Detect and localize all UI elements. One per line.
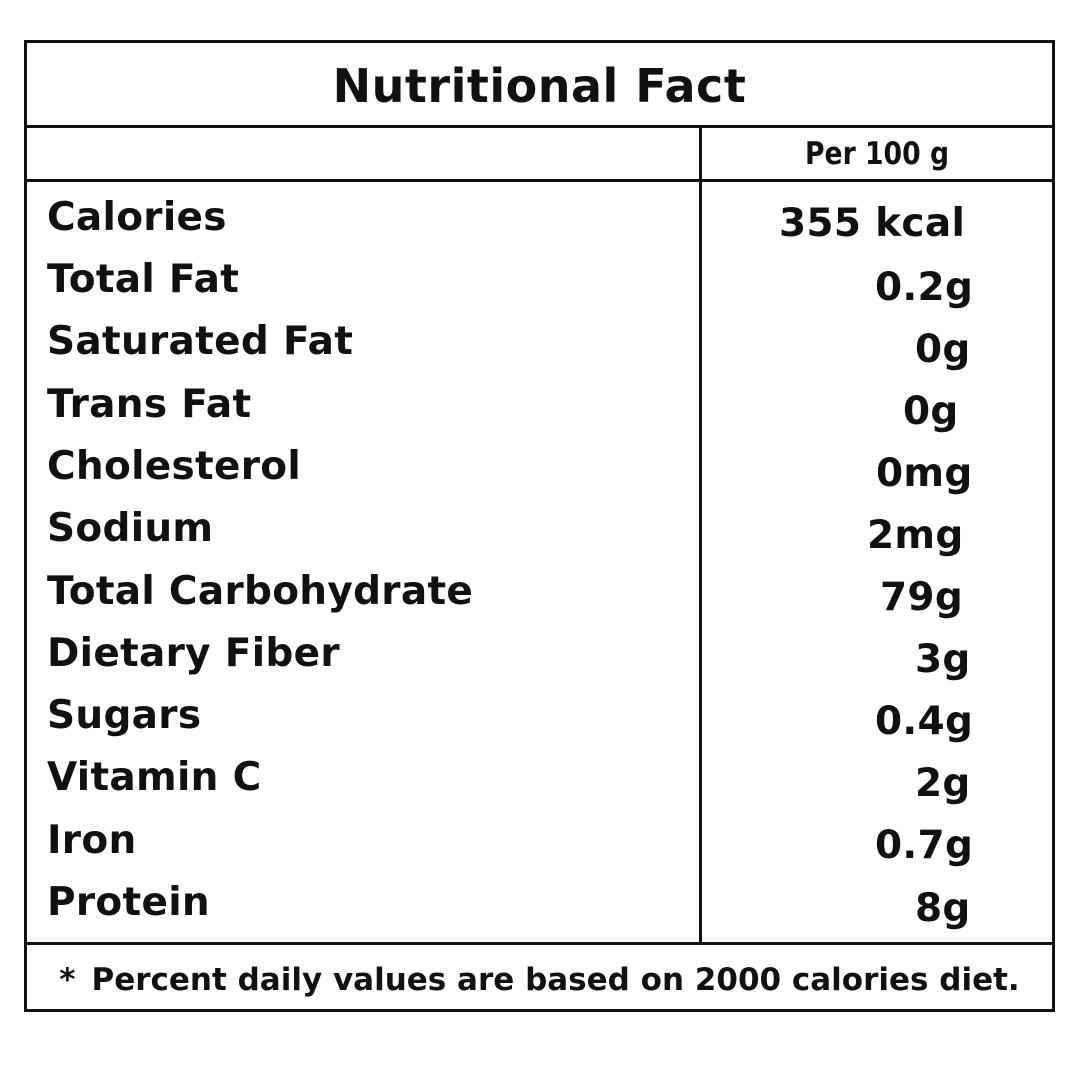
footnote-divider <box>27 942 1052 945</box>
nutrient-name-cholesterol: Cholesterol <box>47 444 302 489</box>
serving-size-header: Per 100 g <box>804 136 950 172</box>
header-divider <box>27 179 1052 182</box>
nutrient-value-cholesterol: 0mg <box>876 451 973 496</box>
nutrient-name-iron: Iron <box>47 818 137 863</box>
nutrient-value-trans-fat: 0g <box>903 389 959 434</box>
nutrient-name-total-carbohydrate: Total Carbohydrate <box>47 569 474 614</box>
nutrient-name-protein: Protein <box>47 880 210 925</box>
title-divider <box>27 125 1052 128</box>
nutrient-value-sodium: 2mg <box>867 513 964 558</box>
nutrient-name-calories: Calories <box>47 195 227 240</box>
nutrient-value-total-fat: 0.2g <box>875 265 974 310</box>
column-divider <box>699 125 702 945</box>
footnote-text: Percent daily values are based on 2000 c… <box>91 962 1020 998</box>
nutrient-value-vitamin-c: 2g <box>915 761 971 806</box>
nutrient-value-protein: 8g <box>915 886 971 931</box>
nutrient-value-iron: 0.7g <box>875 823 974 868</box>
nutrient-name-saturated-fat: Saturated Fat <box>47 319 354 364</box>
nutrient-value-total-carbohydrate: 79g <box>880 575 964 620</box>
nutrient-name-trans-fat: Trans Fat <box>47 382 252 427</box>
nutrient-value-sugars: 0.4g <box>875 699 974 744</box>
nutrient-value-saturated-fat: 0g <box>915 327 971 372</box>
nutrient-value-dietary-fiber: 3g <box>915 637 971 682</box>
nutrient-name-dietary-fiber: Dietary Fiber <box>47 631 340 676</box>
nutrient-name-total-fat: Total Fat <box>47 257 240 302</box>
nutrient-value-calories: 355 kcal <box>779 201 966 246</box>
footnote: * Percent daily values are based on 2000 … <box>27 945 1052 1009</box>
nutrient-name-sodium: Sodium <box>47 506 214 551</box>
label-title: Nutritional Fact <box>332 59 747 113</box>
nutrient-name-vitamin-c: Vitamin C <box>47 755 262 800</box>
nutrient-name-sugars: Sugars <box>47 693 202 738</box>
footnote-asterisk: * <box>59 962 76 998</box>
nutrition-label: Nutritional Fact Per 100 g Calories 355 … <box>24 40 1055 1012</box>
